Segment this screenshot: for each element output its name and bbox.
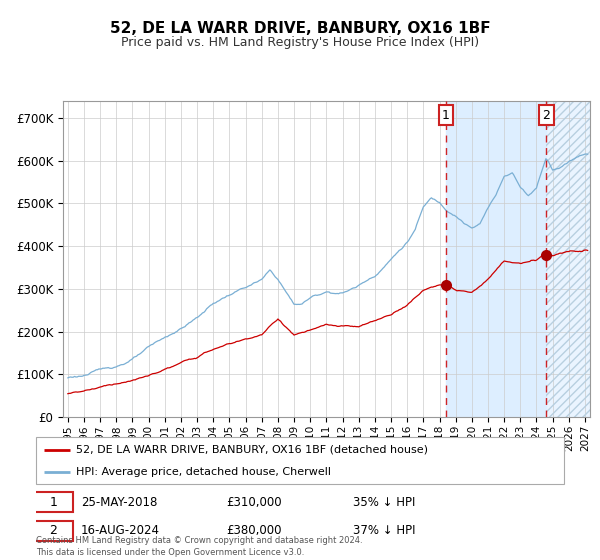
Text: 2: 2	[542, 109, 550, 122]
Text: Price paid vs. HM Land Registry's House Price Index (HPI): Price paid vs. HM Land Registry's House …	[121, 36, 479, 49]
Text: Contains HM Land Registry data © Crown copyright and database right 2024.
This d: Contains HM Land Registry data © Crown c…	[36, 536, 362, 557]
Text: 52, DE LA WARR DRIVE, BANBURY, OX16 1BF: 52, DE LA WARR DRIVE, BANBURY, OX16 1BF	[110, 21, 490, 36]
Text: 52, DE LA WARR DRIVE, BANBURY, OX16 1BF (detached house): 52, DE LA WARR DRIVE, BANBURY, OX16 1BF …	[76, 445, 428, 455]
FancyBboxPatch shape	[34, 492, 73, 512]
Text: £380,000: £380,000	[226, 525, 281, 538]
Text: 35% ↓ HPI: 35% ↓ HPI	[353, 496, 415, 508]
FancyBboxPatch shape	[34, 521, 73, 541]
Text: 2: 2	[49, 525, 57, 538]
Text: 16-AUG-2024: 16-AUG-2024	[81, 525, 160, 538]
Text: 1: 1	[442, 109, 449, 122]
FancyBboxPatch shape	[36, 437, 564, 484]
Bar	[547, 101, 590, 417]
Text: £310,000: £310,000	[226, 496, 282, 508]
Text: 25-MAY-2018: 25-MAY-2018	[81, 496, 157, 508]
Text: 1: 1	[49, 496, 57, 508]
Text: HPI: Average price, detached house, Cherwell: HPI: Average price, detached house, Cher…	[76, 466, 331, 477]
Bar	[446, 101, 547, 417]
Text: 37% ↓ HPI: 37% ↓ HPI	[353, 525, 415, 538]
Bar	[547, 101, 590, 417]
